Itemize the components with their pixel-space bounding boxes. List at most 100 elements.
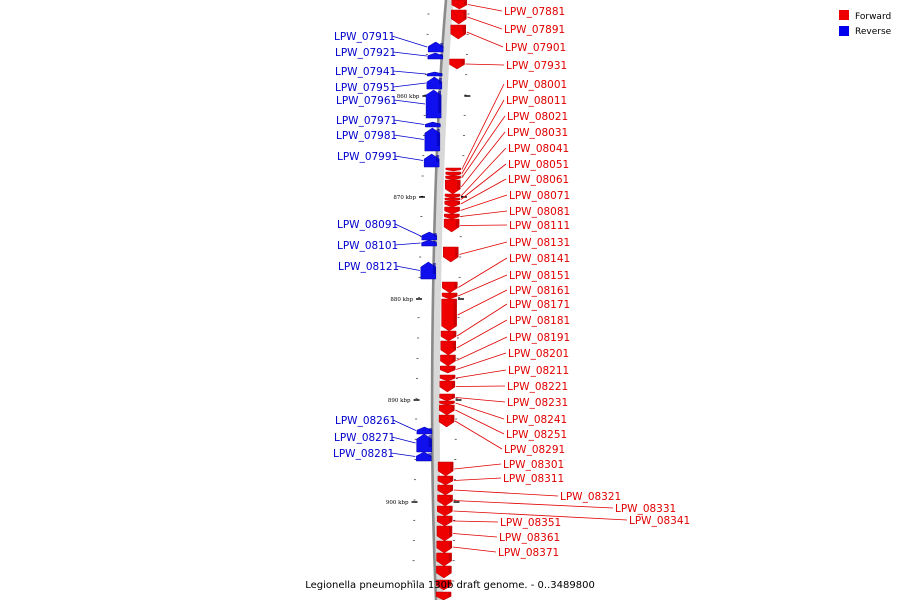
gene-label: LPW_08101 (337, 240, 398, 252)
leader-line (460, 194, 508, 211)
gene-lpw-07891 (451, 9, 467, 25)
leader-line (457, 274, 508, 297)
gene-lpw-08191 (440, 354, 456, 367)
leader-line (467, 4, 503, 12)
leader-line (391, 436, 416, 444)
gene-label: LPW_08331 (615, 503, 676, 515)
leader-line (460, 163, 507, 200)
gene-label: LPW_08041 (508, 143, 569, 155)
leader-line (392, 419, 417, 431)
gene-lpw-07961 (425, 89, 442, 119)
gene-label: LPW_07961 (336, 95, 397, 107)
gene-lpw-08121 (420, 261, 437, 280)
gene-lpw-08271 (416, 433, 432, 453)
gene-label: LPW_08001 (506, 79, 567, 91)
gene-lpw-07901 (450, 24, 466, 40)
gene-lpw-07921 (427, 52, 444, 60)
gene-label: LPW_08011 (506, 95, 567, 107)
gene-label: LPW_08031 (507, 127, 568, 139)
gene-label: LPW_08361 (499, 532, 560, 544)
gene-label: LPW_08261 (335, 415, 396, 427)
leader-line (465, 63, 505, 66)
gene-label: LPW_07901 (505, 42, 566, 54)
leader-line (460, 224, 508, 226)
legend: Forward Reverse (839, 10, 892, 37)
gene-label: LPW_08111 (509, 220, 570, 232)
legend-label-forward: Forward (855, 12, 891, 22)
gene-lpw-08091 (421, 231, 438, 241)
gene-label: LPW_08321 (560, 491, 621, 503)
leader-line (456, 352, 507, 370)
gene-label: LPW_07931 (506, 60, 567, 72)
leader-line (453, 489, 559, 497)
gene-lpw-08221 (439, 380, 456, 393)
gene-lpw-08261 (416, 426, 433, 435)
gene-feature-unlabeled (435, 579, 452, 591)
gene-feature-unlabeled (436, 565, 452, 579)
leader-line (453, 500, 614, 509)
gene-label: LPW_08151 (509, 270, 570, 282)
leader-line (466, 31, 504, 48)
leader-line (453, 477, 502, 481)
gene-label: LPW_08281 (333, 448, 394, 460)
gene-label: LPW_08171 (509, 299, 570, 311)
gene-lpw-08001 (445, 167, 462, 172)
gene-lpw-08041 (444, 193, 461, 199)
gene-lpw-08301 (437, 461, 454, 477)
gene-lpw-08281 (416, 451, 432, 462)
leader-line (392, 51, 427, 57)
gene-label: LPW_08301 (503, 459, 564, 471)
scale-ticks: 860 kbp 870 kbp 880 kbp 890 kbp 900 kbp (386, 13, 471, 582)
leader-line (455, 369, 507, 379)
gene-label: LPW_07981 (336, 130, 397, 142)
gene-lpw-07941 (426, 71, 443, 77)
gene-lpw-08291 (438, 414, 455, 428)
genome-backbone (430, 0, 448, 600)
gene-feature-unlabeled (435, 591, 452, 600)
leader-line (460, 178, 507, 205)
leader-line (395, 265, 420, 271)
gene-label: LPW_08211 (508, 365, 569, 377)
scale-label: 880 kbp (390, 297, 413, 303)
gene-lpw-08361 (436, 525, 453, 542)
gene-label: LPW_07951 (335, 82, 396, 94)
gene-label: LPW_07911 (334, 31, 395, 43)
gene-lpw-08201 (440, 365, 456, 374)
gene-lpw-08351 (436, 515, 453, 527)
gene-lpw-08081 (444, 213, 460, 220)
gene-label: LPW_08341 (629, 515, 690, 527)
leader-line (457, 289, 508, 316)
gene-label: LPW_08291 (504, 444, 565, 456)
gene-lpw-07881 (451, 0, 468, 10)
leader-line (394, 155, 424, 161)
gene-label: LPW_08311 (503, 473, 564, 485)
gene-lpw-08241 (439, 400, 455, 406)
gene-label: LPW_08161 (509, 285, 570, 297)
gene-label: LPW_08061 (508, 174, 569, 186)
gene-label: LPW_08251 (506, 429, 567, 441)
gene-lpw-08111 (443, 218, 460, 233)
leader-line (455, 409, 505, 435)
leader-line (452, 546, 497, 553)
gene-label: LPW_08181 (509, 315, 570, 327)
leader-line (461, 115, 506, 179)
leader-line (392, 70, 427, 75)
gene-lpw-08011 (445, 171, 461, 177)
scale-label: 890 kbp (388, 398, 411, 404)
gene-label: LPW_08241 (506, 414, 567, 426)
gene-label: LPW_08231 (507, 397, 568, 409)
gene-lpw-07971 (425, 121, 441, 128)
leader-line (390, 452, 416, 457)
legend-swatch-reverse (839, 26, 849, 36)
gene-lpw-07931 (449, 58, 465, 70)
leader-line (459, 241, 508, 255)
leader-line (461, 83, 505, 170)
scale-label: 860 kbp (397, 94, 420, 100)
leader-line (467, 16, 503, 30)
leader-line (456, 303, 508, 337)
leader-line (456, 336, 508, 361)
leader-line (453, 520, 499, 523)
leader-line (460, 147, 507, 197)
gene-feature-unlabeled (436, 552, 452, 567)
